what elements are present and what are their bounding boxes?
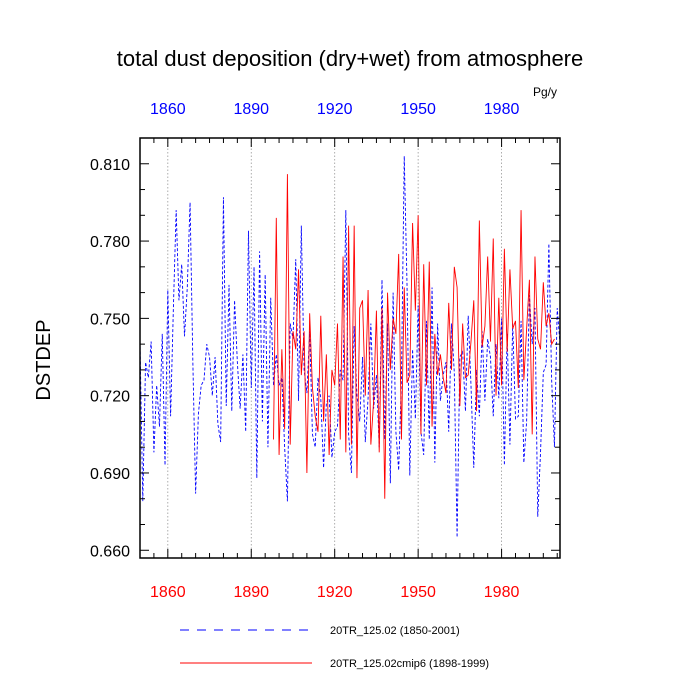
series-20tr-125-02 [139, 156, 561, 538]
grid-lines [167, 138, 502, 558]
chart-title: total dust deposition (dry+wet) from atm… [117, 46, 584, 71]
x-tick-label-top: 1860 [150, 101, 186, 118]
x-tick-label-top: 1920 [317, 101, 353, 118]
x-tick-label-bottom: 1890 [233, 584, 269, 601]
y-tick-label: 0.690 [90, 466, 130, 483]
series-line [273, 174, 555, 499]
x-axis-bottom-labels: 1860 1890 1920 1950 1980 [150, 584, 519, 601]
x-tick-label-top: 1950 [400, 101, 436, 118]
x-axis-top-labels: 1860 1890 1920 1950 1980 [150, 101, 519, 118]
y-tick-label: 0.810 [90, 157, 130, 174]
series-line [139, 156, 561, 538]
units-label: Pg/y [533, 85, 557, 99]
x-tick-label-top: 1890 [233, 101, 269, 118]
y-tick-label: 0.750 [90, 311, 130, 328]
y-axis-label: DSTDEP [33, 319, 55, 400]
legend-label-blue: 20TR_125.02 (1850-2001) [330, 625, 460, 637]
x-tick-label-bottom: 1920 [317, 584, 353, 601]
series-20tr-125-02cmip6 [273, 174, 555, 499]
axis-ticks [139, 137, 560, 558]
plot-frame [139, 137, 561, 559]
x-tick-label-bottom: 1950 [400, 584, 436, 601]
x-tick-label-bottom: 1860 [150, 584, 186, 601]
x-tick-label-bottom: 1980 [484, 584, 520, 601]
y-axis-labels: 0.660 0.690 0.720 0.750 0.780 0.810 [90, 157, 130, 561]
y-tick-label: 0.780 [90, 234, 130, 251]
legend-label-red: 20TR_125.02cmip6 (1898-1999) [330, 658, 489, 670]
x-tick-label-top: 1980 [484, 101, 520, 118]
legend: 20TR_125.02 (1850-2001) 20TR_125.02cmip6… [180, 625, 489, 670]
y-tick-label: 0.720 [90, 389, 130, 406]
y-tick-label: 0.660 [90, 543, 130, 560]
